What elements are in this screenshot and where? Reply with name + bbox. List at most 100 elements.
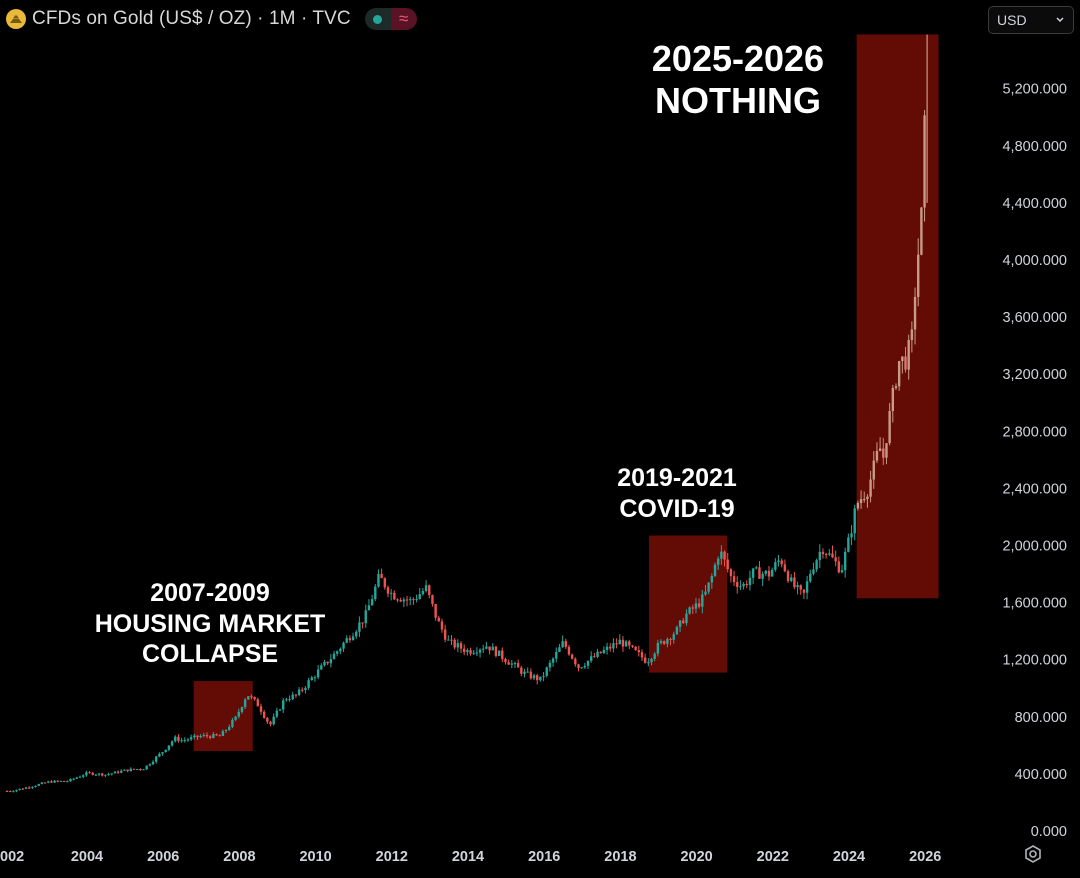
candle-body [272, 716, 275, 725]
annotation-nothing-line2: NOTHING [654, 80, 821, 122]
highlight-box [856, 34, 939, 599]
candle-body [332, 653, 336, 660]
candle-body [624, 641, 628, 647]
candle-body [682, 620, 685, 624]
candle-body [415, 598, 418, 600]
candle-body [882, 448, 885, 458]
candle-body [256, 699, 260, 707]
candle-body [78, 776, 82, 778]
y-tick-label: 2,000.000 [1002, 539, 1067, 555]
candle-body [12, 791, 15, 793]
candle-body [593, 656, 596, 658]
candle-body [555, 651, 558, 659]
candle-body [843, 551, 847, 571]
candle-body [224, 729, 228, 732]
candle-body [437, 617, 440, 622]
candle-body [878, 448, 882, 452]
candle-body [123, 769, 126, 771]
currency-select[interactable]: USD [988, 6, 1074, 34]
candle-body [910, 329, 914, 341]
candle-body [243, 699, 247, 708]
candle-body [250, 696, 253, 698]
candle-body [431, 595, 434, 604]
candle-body [288, 699, 291, 701]
candle-body [602, 649, 606, 654]
candle-body [183, 739, 186, 741]
candle-body [574, 658, 577, 665]
highlight-box [648, 535, 728, 673]
candle-body [15, 789, 18, 792]
symbol-title[interactable]: CFDs on Gold (US$ / OZ) · 1M · TVC [32, 8, 351, 29]
y-tick-label: 4,000.000 [1002, 253, 1067, 269]
candle-body [586, 660, 590, 666]
status-badges: ≈ [364, 8, 417, 30]
candle-body [53, 780, 56, 783]
candle-body [666, 638, 669, 644]
candle-body [799, 585, 802, 590]
candle-body [580, 667, 583, 669]
candle-body [262, 711, 266, 718]
candle-body [104, 774, 107, 776]
annotation-covid-line2: COVID-19 [619, 494, 735, 523]
candle-body [101, 773, 104, 776]
candle-body [917, 254, 920, 297]
candle-body [669, 638, 672, 640]
candle-body [447, 639, 450, 641]
candle-body [589, 656, 593, 661]
candle-body [809, 573, 812, 582]
candle-body [548, 662, 552, 668]
gold-logo-icon [6, 9, 26, 29]
candle-body [259, 706, 263, 712]
candle-body [405, 599, 409, 601]
candle-body [497, 650, 501, 656]
candle-body [831, 553, 834, 558]
x-tick-label: 2012 [376, 849, 408, 865]
green-dot-icon[interactable] [364, 8, 391, 30]
candle-body [21, 788, 25, 790]
candle-body [866, 496, 869, 500]
candle-body [396, 599, 399, 601]
candle-body [151, 761, 155, 765]
candle-body [126, 769, 129, 772]
candle-body [526, 671, 529, 673]
candle-body [850, 533, 853, 538]
candle-body [583, 665, 587, 668]
settings-icon[interactable] [1021, 843, 1045, 867]
candle-body [139, 769, 142, 771]
candle-body [847, 537, 850, 552]
candle-body [875, 451, 879, 461]
candle-body [208, 736, 212, 738]
candle-body [482, 648, 485, 650]
candle-body [212, 733, 215, 738]
candle-body [824, 553, 828, 555]
x-tick-label: 2006 [147, 849, 179, 865]
wave-icon[interactable]: ≈ [390, 8, 417, 30]
candle-body [129, 768, 133, 772]
candle-body [732, 576, 736, 583]
y-tick-label: 400.000 [1015, 767, 1067, 783]
candle-body [75, 777, 79, 779]
candle-body [675, 626, 679, 635]
candle-body [132, 768, 136, 770]
candle-body [367, 605, 371, 611]
candle-body [628, 641, 631, 646]
candle-body [516, 663, 520, 668]
candle-body [81, 775, 85, 777]
y-tick-label: 2,800.000 [1002, 424, 1067, 440]
candle-body [56, 780, 59, 782]
candle-body [40, 782, 44, 785]
candle-body [110, 773, 113, 775]
candle-body [94, 774, 98, 776]
candle-body [456, 643, 460, 648]
candle-body [418, 594, 421, 599]
candle-body [694, 603, 698, 609]
candle-body [901, 356, 904, 362]
candle-body [370, 599, 374, 606]
candle-body [885, 443, 888, 458]
candle-body [120, 770, 123, 773]
candle-body [720, 551, 723, 559]
candle-body [561, 641, 564, 648]
candle-body [167, 745, 171, 750]
candle-body [504, 658, 507, 663]
